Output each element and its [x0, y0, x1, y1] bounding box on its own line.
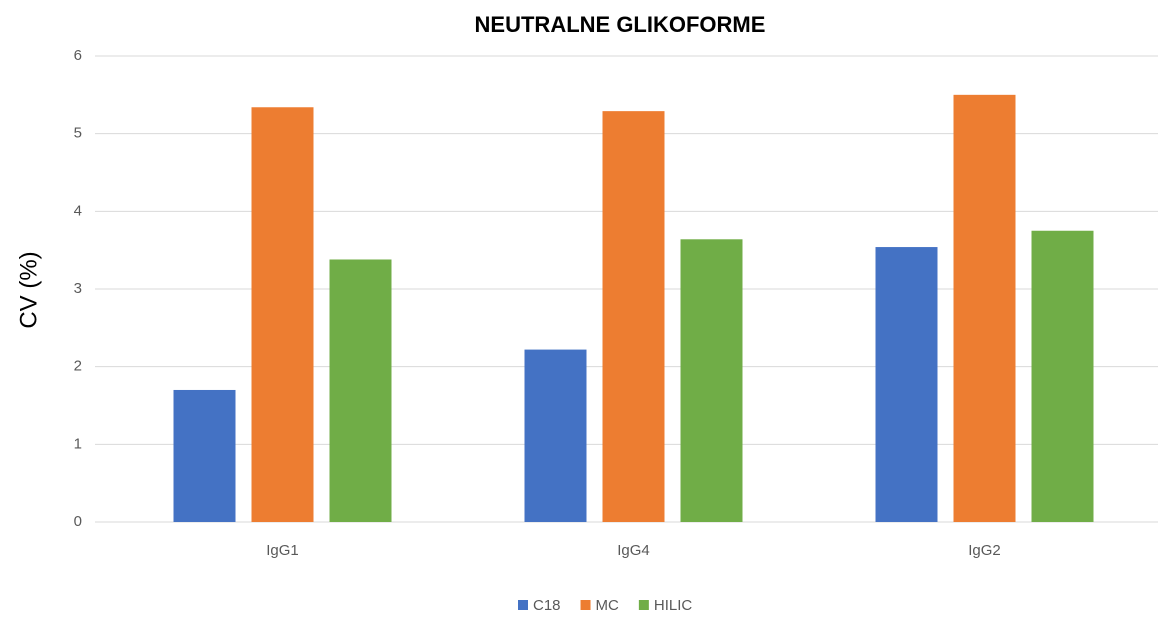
y-tick-label: 0: [74, 513, 82, 530]
legend-label: C18: [533, 597, 561, 614]
bar: [602, 111, 665, 522]
chart-title: NEUTRALNE GLIKOFORME: [475, 12, 766, 37]
y-tick-label: 3: [74, 280, 82, 297]
x-tick-label: IgG1: [266, 542, 299, 559]
y-tick-label: 2: [74, 358, 82, 375]
bar: [875, 247, 938, 522]
bar: [173, 389, 236, 522]
legend-swatch: [638, 600, 649, 610]
x-tick-label: IgG4: [617, 542, 650, 559]
y-tick-label: 1: [74, 435, 82, 452]
y-tick-label: 6: [74, 47, 82, 64]
legend-label: HILIC: [654, 597, 693, 614]
bar: [524, 349, 587, 522]
legend-swatch: [518, 600, 528, 610]
bar: [1031, 230, 1094, 522]
x-tick-label: IgG2: [968, 542, 1001, 559]
legend-swatch: [580, 600, 591, 610]
legend-label: MC: [596, 597, 619, 614]
y-tick-label: 4: [74, 202, 82, 219]
y-tick-label: 5: [74, 125, 82, 142]
bar: [953, 94, 1016, 522]
bar: [251, 107, 314, 522]
y-axis-label: CV (%): [15, 251, 42, 328]
bar: [329, 259, 392, 522]
bar: [680, 239, 743, 522]
